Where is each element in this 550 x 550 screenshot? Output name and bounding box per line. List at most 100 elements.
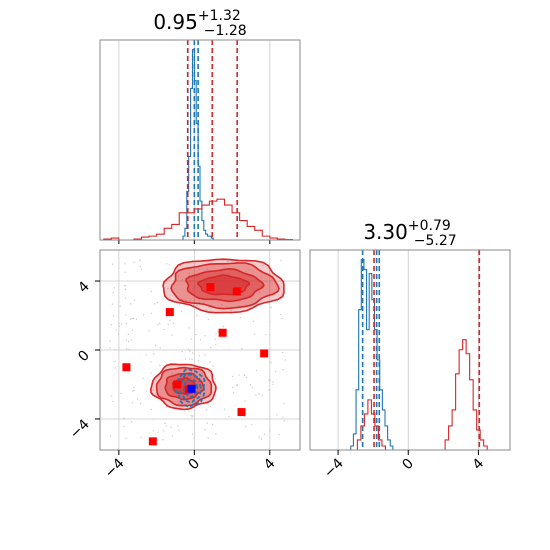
sample-dot: [227, 260, 229, 263]
title-sub: −1.28: [204, 23, 247, 39]
contour-line: [155, 366, 213, 407]
sample-dot: [181, 351, 184, 353]
panel-top-left-frame: [99, 39, 301, 241]
sample-dot: [282, 416, 284, 419]
sample-dot: [171, 435, 174, 437]
contour-line: [164, 372, 205, 401]
sample-dot: [251, 423, 253, 426]
contour-line: [185, 268, 265, 303]
sample-dot: [193, 437, 195, 439]
sample-dot: [111, 303, 114, 305]
sample-dot: [221, 303, 223, 306]
sample-dot: [124, 285, 126, 287]
sample-dot: [215, 333, 217, 335]
sample-dot: [172, 322, 175, 324]
sample-dot: [196, 304, 198, 306]
sample-dot: [184, 358, 187, 360]
sample-dot: [152, 389, 154, 391]
x-tick-label: −4: [102, 455, 128, 481]
sample-dot: [133, 389, 135, 392]
sample-dot: [270, 361, 272, 364]
sample-dot: [258, 436, 260, 438]
panel-bottom-right-series: [350, 250, 488, 450]
sample-dot: [112, 400, 114, 403]
sample-dot: [189, 358, 191, 360]
sample-dot: [244, 400, 246, 402]
sample-dot: [209, 405, 212, 408]
sample-dot: [125, 314, 127, 316]
y-tick-label: 0: [75, 348, 93, 366]
sample-dot: [190, 338, 192, 340]
sample-dot: [226, 329, 229, 332]
title-base: 3.30: [363, 220, 408, 244]
sample-dot: [214, 378, 217, 380]
panel-bottom-left-points: [122, 283, 269, 446]
sample-dot: [228, 415, 230, 418]
x-tick-label: 4: [261, 455, 279, 473]
sample-dot: [136, 398, 139, 400]
sample-dot: [212, 365, 214, 367]
sample-dot: [205, 408, 208, 411]
scatter-point: [173, 380, 182, 389]
sample-dot: [109, 340, 111, 342]
panel-bottom-left-contours: [109, 258, 286, 441]
sample-dot: [255, 394, 257, 396]
sample-dot: [253, 333, 256, 335]
sample-dot: [258, 291, 261, 293]
sample-dot: [179, 304, 181, 306]
sample-dot: [281, 317, 283, 320]
sample-dot: [269, 321, 271, 323]
sample-dot: [171, 372, 173, 375]
sample-dot: [118, 325, 121, 328]
sample-dot: [189, 350, 191, 352]
sample-dot: [217, 330, 219, 332]
sample-dot: [157, 323, 159, 326]
scatter-point: [260, 349, 269, 358]
sample-dot: [198, 355, 201, 357]
sample-dot: [199, 301, 201, 304]
sample-dot: [207, 318, 210, 321]
sample-dot: [171, 334, 173, 336]
sample-dot: [170, 426, 172, 429]
sample-dot: [268, 334, 271, 336]
title-sup: +1.32: [198, 8, 241, 24]
sample-dot: [127, 340, 130, 343]
sample-dot: [165, 406, 167, 408]
sample-dot: [145, 390, 147, 392]
sample-dot: [156, 301, 159, 304]
sample-dot: [200, 395, 202, 398]
sample-dot: [109, 346, 111, 349]
scatter-point: [206, 283, 215, 292]
sample-dot: [154, 344, 157, 347]
sample-dot: [159, 364, 161, 367]
sample-dot: [249, 384, 252, 386]
sample-dot: [278, 433, 280, 436]
sample-dot: [280, 313, 282, 316]
sample-dot: [125, 437, 127, 440]
sample-dot: [181, 278, 184, 281]
panel-bottom-left: −4 0 4 4 0 −4: [67, 249, 301, 481]
sample-dot: [245, 376, 248, 379]
sample-dot: [113, 287, 116, 289]
sample-dot: [260, 438, 263, 440]
sample-dot: [165, 263, 168, 265]
sample-dot: [150, 372, 153, 374]
panel-bottom-right-title: 3.30+0.79 −5.27: [363, 218, 456, 249]
sample-dot: [115, 329, 118, 331]
sample-dot: [133, 261, 135, 263]
sample-dot: [204, 429, 206, 431]
sample-dot: [215, 432, 217, 435]
sample-dot: [152, 353, 155, 355]
contour-line: [162, 258, 285, 314]
sample-dot: [131, 339, 133, 341]
sample-dot: [227, 273, 230, 275]
sample-dot: [284, 359, 286, 361]
sample-dot: [178, 401, 180, 404]
sample-dot: [272, 381, 274, 383]
sample-dot: [114, 367, 117, 369]
panel-top-left: 0.95+1.32 −1.28: [99, 8, 301, 244]
sample-dot: [135, 318, 138, 320]
sample-dot: [128, 348, 130, 351]
sample-dot: [188, 327, 190, 329]
sample-dot: [188, 410, 190, 412]
